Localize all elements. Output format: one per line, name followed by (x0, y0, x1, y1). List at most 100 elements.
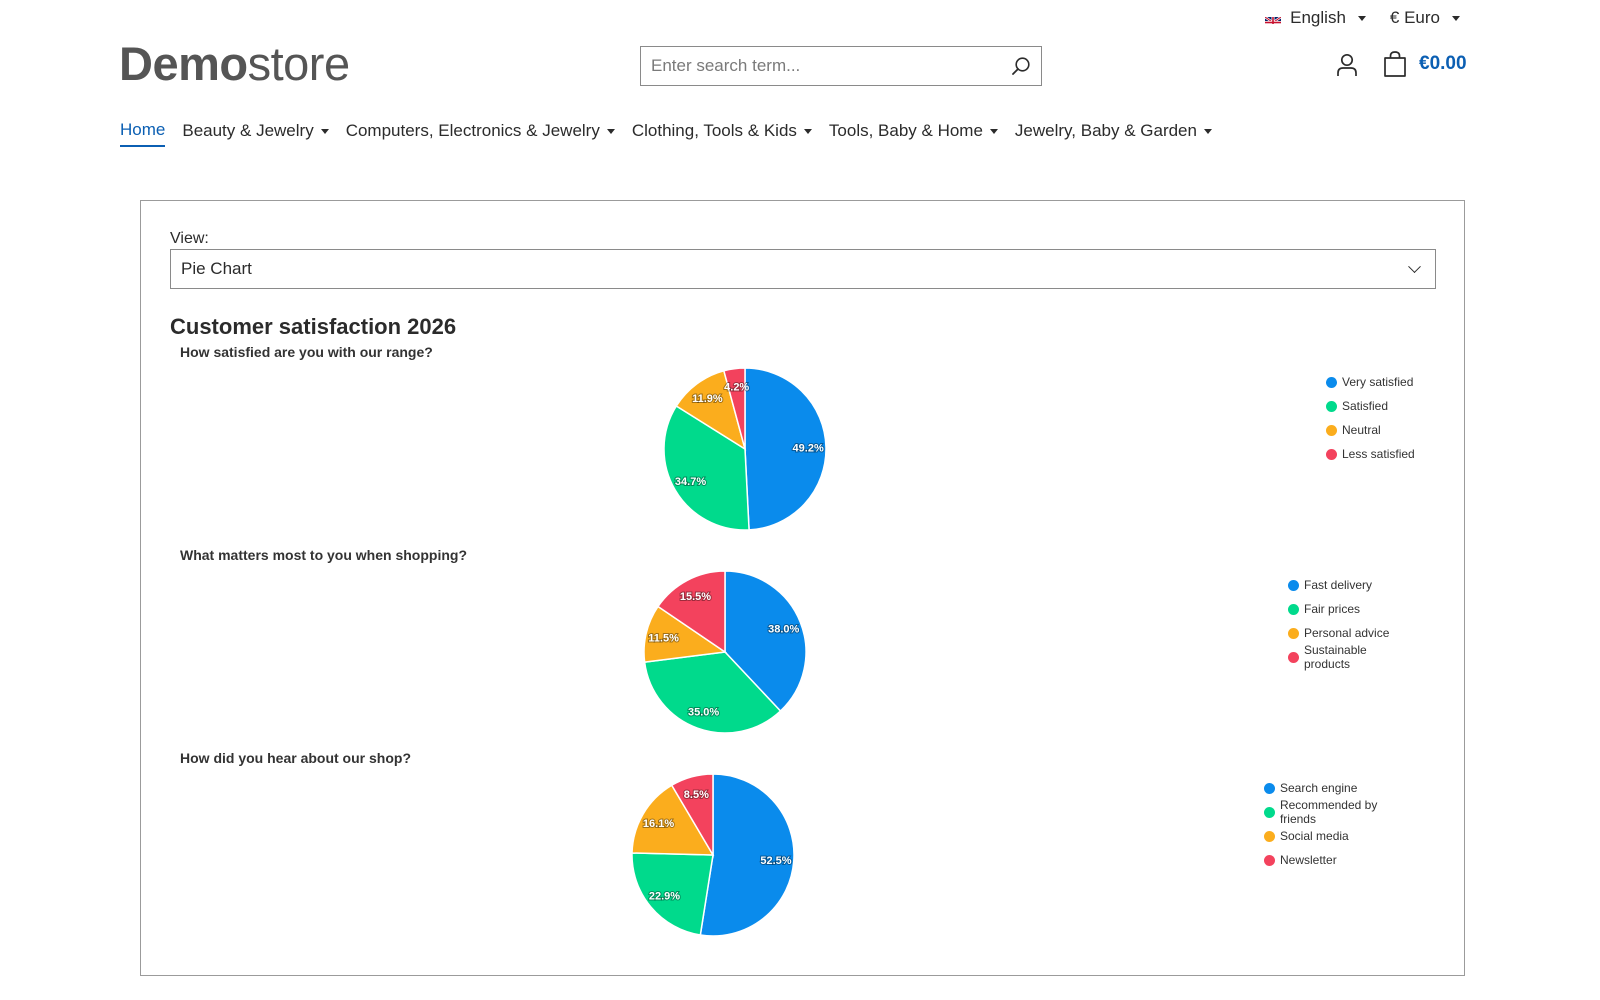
nav-item-1[interactable]: Beauty & Jewelry (182, 120, 329, 147)
legend-label: Very satisfied (1342, 375, 1414, 389)
search-box (640, 46, 1042, 86)
legend-dot-icon (1288, 579, 1299, 591)
pie-chart: 52.5% 22.9% 16.1% 8.5% (631, 773, 795, 937)
legend-dot-icon (1264, 854, 1275, 866)
cart-button[interactable]: €0.00 (1383, 50, 1467, 78)
chart-question: How satisfied are you with our range? (180, 344, 433, 360)
legend-label: Fast delivery (1304, 578, 1373, 592)
nav-item-label: Tools, Baby & Home (828, 121, 983, 140)
nav-item-5[interactable]: Jewelry, Baby & Garden (1015, 120, 1212, 147)
view-select[interactable]: Pie Chart (170, 249, 1436, 289)
caret-down-icon (606, 128, 615, 134)
nav-item-label: Jewelry, Baby & Garden (1014, 121, 1197, 140)
legend-item[interactable]: Recommended by friends (1264, 798, 1416, 826)
nav-item-label: Home (120, 120, 166, 139)
pie-data-label: 4.2% (724, 381, 749, 393)
pie-slice-sustainable-products[interactable] (656, 570, 726, 654)
legend-item[interactable]: Newsletter (1264, 848, 1416, 872)
pie-data-label: 34.7% (675, 476, 706, 488)
legend-item[interactable]: Fast delivery (1288, 573, 1416, 597)
legend-item[interactable]: Very satisfied (1326, 370, 1416, 394)
pie-slice-fast-delivery[interactable] (724, 570, 807, 713)
pie-slice-search-engine[interactable] (699, 773, 795, 937)
pie-slice-less-satisfied[interactable] (722, 367, 746, 450)
chart-question: How did you hear about our shop? (180, 750, 411, 766)
topbar: English € Euro (1265, 8, 1460, 28)
pie-slice-recommended-by-friends[interactable] (631, 852, 714, 936)
search-input[interactable] (641, 47, 1001, 85)
legend-item[interactable]: Satisfied (1326, 394, 1416, 418)
pie-chart: 49.2% 34.7% 11.9%4.2% (663, 367, 827, 531)
pie-data-label: 22.9% (649, 890, 680, 902)
legend-label: Satisfied (1342, 399, 1389, 413)
caret-down-icon (320, 128, 329, 134)
pie-chart-block: What matters most to you when shopping? 3… (170, 547, 1436, 747)
pie-slice-very-satisfied[interactable] (744, 367, 827, 531)
legend-dot-icon (1288, 603, 1299, 615)
legend-label: Social media (1280, 829, 1349, 843)
nav-item-2[interactable]: Computers, Electronics & Jewelry (346, 120, 615, 147)
legend-item[interactable]: Neutral (1326, 418, 1416, 442)
logo[interactable]: Demostore (119, 36, 350, 91)
legend-dot-icon (1264, 806, 1275, 818)
legend-item[interactable]: Social media (1264, 824, 1416, 848)
pie-data-label: 49.2% (793, 442, 824, 454)
legend-label: Personal advice (1304, 626, 1390, 640)
currency-dropdown[interactable]: € Euro (1390, 8, 1460, 28)
view-selected-value: Pie Chart (181, 259, 252, 278)
view-label: View: (170, 230, 209, 247)
chevron-down-icon (1408, 259, 1421, 273)
pie-chart-block: How satisfied are you with our range? 49.… (170, 344, 1436, 544)
main-navigation: Home Beauty & Jewelry Computers, Electroni… (120, 120, 1212, 147)
caret-down-icon (1452, 15, 1460, 21)
caret-down-icon (1357, 15, 1366, 21)
pie-data-label: 8.5% (684, 789, 709, 801)
account-button[interactable] (1336, 53, 1358, 82)
pie-slice-newsletter[interactable] (670, 773, 714, 858)
pie-data-label: 11.9% (692, 393, 723, 405)
nav-item-3[interactable]: Clothing, Tools & Kids (632, 120, 812, 147)
nav-item-label: Beauty & Jewelry (182, 121, 314, 140)
nav-item-0[interactable]: Home (120, 120, 166, 147)
legend-item[interactable]: Personal advice (1288, 621, 1416, 645)
pie-slice-social-media[interactable] (631, 784, 715, 856)
user-icon (1337, 53, 1357, 76)
pie-slice-fair-prices[interactable] (643, 651, 782, 734)
legend-dot-icon (1326, 376, 1337, 388)
legend-item[interactable]: Less satisfied (1326, 442, 1416, 466)
legend-dot-icon (1288, 627, 1299, 639)
search-icon[interactable] (1001, 47, 1041, 85)
legend-dot-icon (1264, 782, 1275, 794)
section-title: Customer satisfaction 2026 (170, 314, 457, 339)
pie-data-label: 15.5% (680, 591, 711, 603)
pie-slice-neutral[interactable] (675, 369, 747, 451)
chart-question: What matters most to you when shopping? (180, 547, 467, 563)
pie-data-label: 16.1% (643, 818, 674, 830)
legend-label: Newsletter (1280, 853, 1337, 867)
legend-label: Fair prices (1304, 602, 1361, 616)
chart-legend: Search engine Recommended by friends Socia… (1264, 776, 1416, 872)
chart-legend: Fast delivery Fair prices Personal advice S… (1288, 573, 1416, 671)
cart-total: €0.00 (1419, 53, 1467, 74)
nav-item-label: Clothing, Tools & Kids (631, 121, 797, 140)
caret-down-icon (1203, 128, 1212, 134)
legend-label: Less satisfied (1342, 447, 1415, 461)
legend-item[interactable]: Sustainable products (1288, 643, 1416, 671)
survey-card: View: Pie Chart Customer satisfaction 20… (140, 200, 1465, 976)
pie-data-label: 11.5% (648, 632, 679, 644)
logo-bold: Demo (119, 37, 248, 90)
nav-item-4[interactable]: Tools, Baby & Home (829, 120, 998, 147)
legend-item[interactable]: Fair prices (1288, 597, 1416, 621)
pie-slice-satisfied[interactable] (663, 404, 750, 531)
legend-dot-icon (1264, 830, 1275, 842)
pie-data-label: 52.5% (760, 855, 791, 867)
legend-dot-icon (1288, 651, 1299, 663)
legend-item[interactable]: Search engine (1264, 776, 1416, 800)
logo-light: store (247, 37, 351, 90)
currency-label: € Euro (1389, 8, 1440, 27)
legend-label: Neutral (1342, 423, 1381, 437)
chart-legend: Very satisfied Satisfied Neutral Less satis… (1326, 370, 1416, 466)
legend-label: Sustainable products (1304, 643, 1367, 671)
language-dropdown[interactable]: English (1265, 8, 1366, 28)
legend-label: Recommended by friends (1279, 798, 1378, 826)
